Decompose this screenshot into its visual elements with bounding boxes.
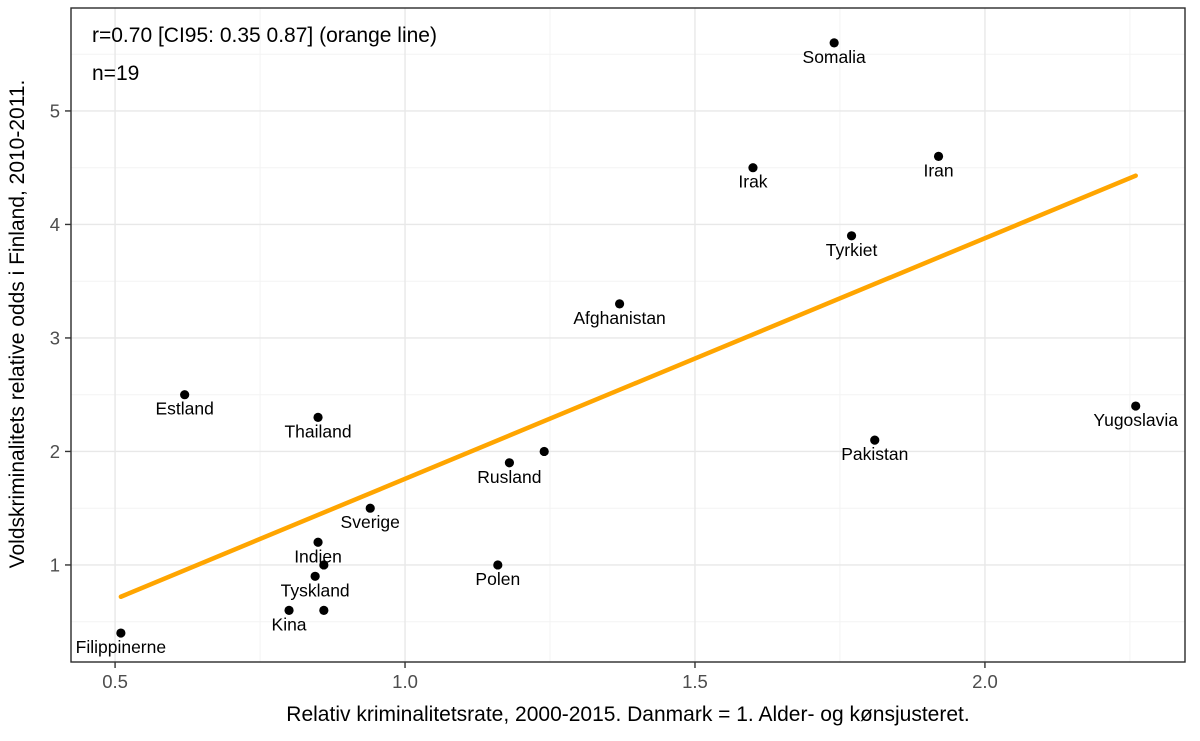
point-label: Polen (475, 569, 520, 589)
point-label: Estland (155, 399, 213, 419)
point-label: Iran (923, 160, 953, 180)
x-axis-title: Relativ kriminalitetsrate, 2000-2015. Da… (286, 703, 970, 726)
point-label: Filippinerne (76, 637, 166, 657)
y-tick-label: 1 (50, 554, 60, 575)
y-axis-title: Voldskriminalitets relative odds i Finla… (6, 79, 29, 569)
trend-line (118, 173, 1138, 599)
data-point (870, 435, 880, 445)
point-label: Somalia (803, 47, 866, 67)
data-point (846, 231, 857, 241)
point-label: Sverige (341, 512, 400, 532)
x-tick-label: 1.0 (392, 671, 418, 692)
data-point (933, 151, 944, 161)
data-point (829, 38, 839, 48)
data-point (319, 605, 329, 615)
point-label: Thailand (284, 421, 351, 441)
point-label: Afghanistan (573, 308, 665, 328)
data-point (539, 446, 549, 457)
y-tick-label: 5 (50, 100, 60, 121)
annotation-line-r: r=0.70 [CI95: 0.35 0.87] (orange line) (92, 24, 437, 47)
x-tick-label: 2.0 (972, 671, 998, 692)
point-label: Pakistan (841, 444, 908, 464)
panel-border (70, 7, 1186, 663)
correlation-annotation: r=0.70 [CI95: 0.35 0.87] (orange line) n… (92, 17, 437, 93)
data-point (284, 605, 294, 615)
data-point (365, 503, 375, 513)
data-point (180, 390, 190, 400)
data-point (313, 412, 323, 423)
data-point (493, 560, 503, 570)
data-point (748, 163, 758, 173)
point-label: Tyrkiet (826, 240, 878, 260)
data-point (504, 458, 515, 468)
y-tick-label: 2 (50, 441, 60, 462)
y-tick-label: 3 (50, 327, 60, 348)
data-point (116, 628, 126, 638)
point-label: Yugoslavia (1093, 410, 1178, 430)
data-point (319, 560, 329, 570)
point-label: Kina (272, 614, 307, 634)
data-point (313, 537, 323, 547)
data-point (614, 299, 625, 309)
y-tick-label: 4 (50, 214, 60, 235)
point-label: Rusland (477, 467, 541, 487)
x-tick-label: 0.5 (102, 671, 128, 692)
data-point (1131, 401, 1141, 411)
annotation-line-n: n=19 (92, 62, 140, 85)
point-label: Irak (738, 172, 767, 192)
data-point (310, 571, 320, 581)
point-label: Tyskland (281, 580, 350, 600)
x-tick-label: 1.5 (682, 671, 708, 692)
point-label: Indien (294, 546, 342, 566)
